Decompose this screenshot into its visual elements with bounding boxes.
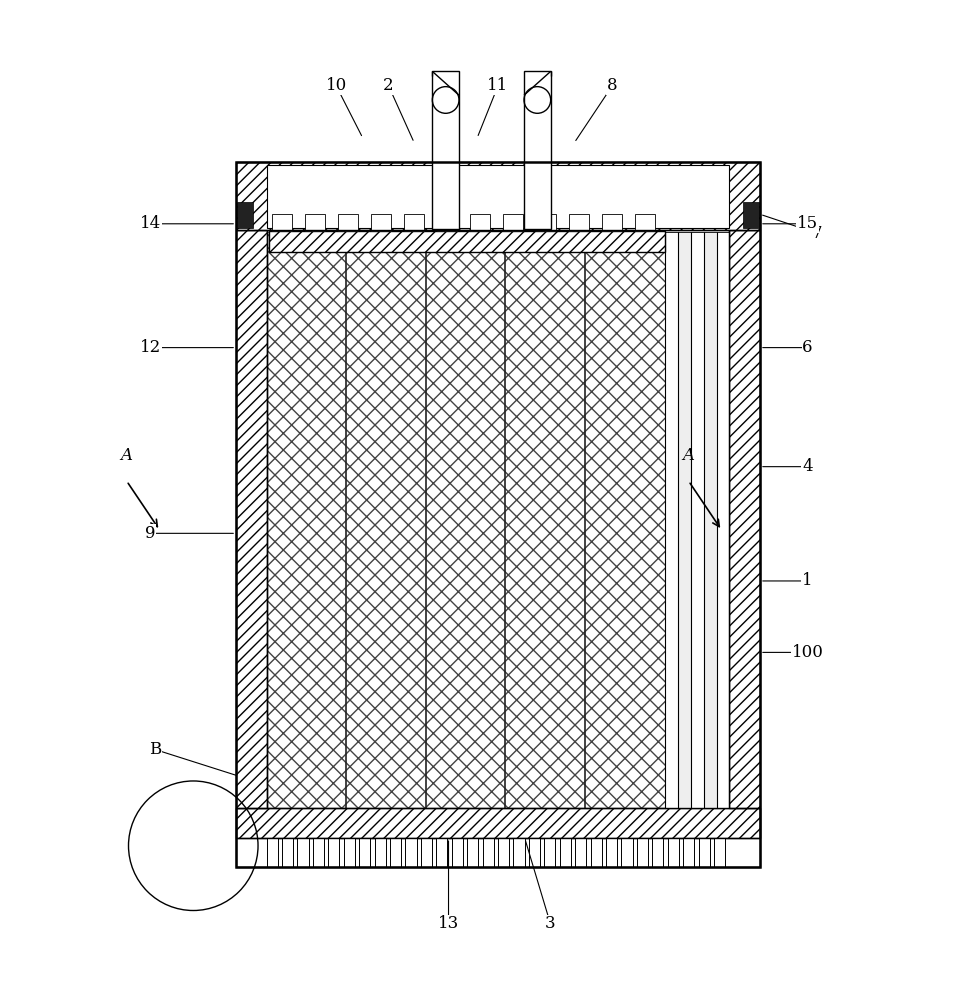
Bar <box>359 838 371 867</box>
Bar <box>559 838 571 867</box>
Text: 10: 10 <box>326 77 347 94</box>
Bar <box>305 214 325 231</box>
Bar <box>569 214 589 231</box>
Text: 4: 4 <box>802 458 813 475</box>
Bar <box>635 214 655 231</box>
Bar <box>698 838 710 867</box>
Bar <box>503 214 523 231</box>
Bar <box>714 838 725 867</box>
Bar <box>729 230 760 808</box>
Bar <box>338 214 357 231</box>
Bar <box>329 838 339 867</box>
Text: 100: 100 <box>791 644 824 661</box>
Text: 9: 9 <box>146 525 155 542</box>
Bar <box>575 838 586 867</box>
Bar <box>544 838 556 867</box>
Text: 12: 12 <box>140 339 161 356</box>
Bar <box>691 232 703 808</box>
Bar <box>236 162 760 867</box>
Bar <box>536 214 556 231</box>
Bar <box>683 838 695 867</box>
Bar <box>637 838 648 867</box>
Bar <box>436 838 447 867</box>
Bar <box>524 71 551 229</box>
Bar <box>703 232 717 808</box>
Bar <box>421 838 432 867</box>
Bar <box>529 838 540 867</box>
Bar <box>266 232 665 808</box>
Bar <box>371 214 391 231</box>
Text: 6: 6 <box>803 339 812 356</box>
Bar <box>236 230 266 808</box>
Text: 7: 7 <box>811 225 822 242</box>
Text: 3: 3 <box>545 915 556 932</box>
Text: 13: 13 <box>438 915 459 932</box>
Text: 15: 15 <box>797 215 818 232</box>
Bar <box>452 838 463 867</box>
Bar <box>266 165 729 228</box>
Bar <box>742 202 759 228</box>
Bar <box>268 231 665 252</box>
Bar <box>483 838 493 867</box>
Bar <box>236 808 760 838</box>
Bar <box>470 214 490 231</box>
Text: 1: 1 <box>802 572 813 589</box>
Text: B: B <box>149 741 161 758</box>
Text: A: A <box>682 447 695 464</box>
Bar <box>668 838 679 867</box>
Bar <box>282 838 293 867</box>
Bar <box>677 232 691 808</box>
Bar <box>606 838 617 867</box>
Bar <box>622 838 632 867</box>
Bar <box>432 71 459 229</box>
Text: 11: 11 <box>488 77 509 94</box>
Text: 2: 2 <box>383 77 394 94</box>
Text: 8: 8 <box>607 77 618 94</box>
Bar <box>717 232 729 808</box>
Text: A: A <box>121 447 132 464</box>
Bar <box>665 232 677 808</box>
Bar <box>298 838 308 867</box>
Bar <box>266 838 278 867</box>
Bar <box>272 214 291 231</box>
Bar <box>468 838 478 867</box>
Bar <box>313 838 324 867</box>
Bar <box>236 808 760 867</box>
Bar <box>375 838 386 867</box>
Bar <box>591 838 602 867</box>
Bar <box>405 838 417 867</box>
Bar <box>498 838 509 867</box>
Bar <box>390 838 401 867</box>
Bar <box>344 838 354 867</box>
Text: 14: 14 <box>140 215 161 232</box>
Bar <box>236 162 760 230</box>
Bar <box>437 214 457 231</box>
Bar <box>237 202 253 228</box>
Bar <box>652 838 664 867</box>
Bar <box>513 838 525 867</box>
Bar <box>404 214 423 231</box>
Bar <box>602 214 622 231</box>
